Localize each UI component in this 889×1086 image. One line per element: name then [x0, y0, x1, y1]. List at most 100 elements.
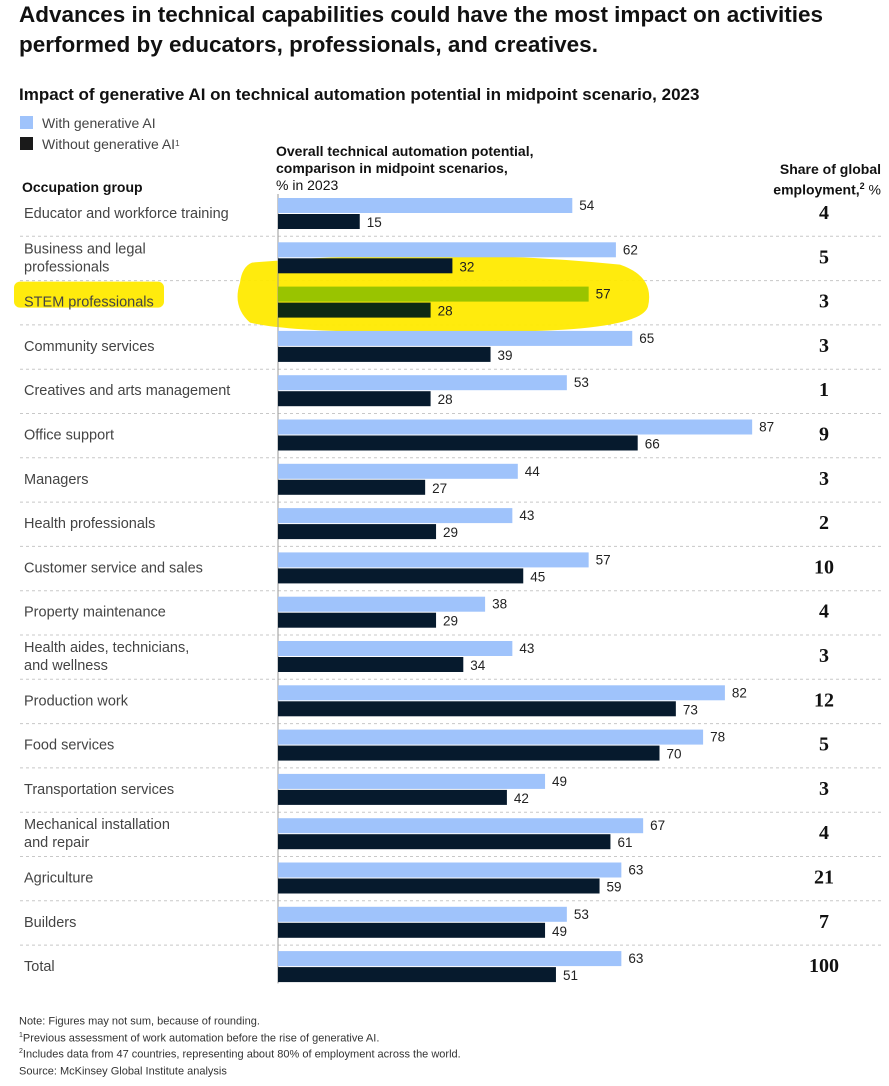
bar-with-ai [278, 906, 567, 922]
bar-with-ai [278, 375, 567, 391]
chart-title: Impact of generative AI on technical aut… [19, 85, 700, 104]
value-label-with-ai: 87 [759, 420, 774, 435]
value-label-without-ai: 39 [498, 348, 513, 363]
bar-without-ai [278, 391, 431, 407]
value-label-without-ai: 45 [530, 569, 545, 584]
bar-without-ai [278, 435, 638, 451]
category-label: Total [24, 959, 55, 975]
value-label-with-ai: 43 [519, 641, 534, 656]
category-label: Managers [24, 472, 88, 488]
value-header-unit: % in 2023 [276, 177, 339, 193]
bar-with-ai [278, 818, 644, 834]
bar-without-ai [278, 612, 437, 628]
bar-with-ai [278, 862, 622, 878]
bar-without-ai [278, 745, 660, 761]
value-label-with-ai: 65 [639, 331, 654, 346]
category-label: Office support [24, 428, 114, 444]
value-label-without-ai: 29 [443, 525, 458, 540]
share-value: 4 [819, 822, 829, 844]
value-label-without-ai: 29 [443, 614, 458, 629]
bar-with-ai [278, 508, 513, 524]
legend-swatch-without-ai [20, 137, 33, 150]
bar-with-ai [278, 330, 633, 346]
footnote-1: 1Previous assessment of work automation … [19, 1031, 380, 1045]
share-value: 3 [819, 335, 829, 357]
bar-without-ai [278, 479, 426, 495]
value-label-without-ai: 34 [470, 658, 486, 673]
bar-without-ai [278, 346, 491, 362]
bar-without-ai [278, 657, 464, 672]
value-label-without-ai: 28 [438, 304, 453, 319]
bar-without-ai [278, 878, 600, 894]
bar-without-ai [278, 789, 507, 805]
value-label-with-ai: 82 [732, 685, 747, 700]
value-header-title: Overall technical automation potential, … [276, 143, 534, 176]
legend-footnote-marker: 1 [175, 139, 180, 148]
bar-without-ai [278, 524, 437, 540]
share-value: 4 [819, 601, 829, 623]
highlighter-mark-label [14, 281, 164, 308]
bar-without-ai [278, 302, 431, 318]
occupation-column-header: Occupation group [22, 179, 143, 195]
bar-without-ai [278, 258, 453, 274]
category-label: professionals [24, 259, 109, 275]
bar-with-ai [278, 773, 546, 789]
share-value: 4 [819, 202, 829, 224]
value-label-without-ai: 42 [514, 791, 529, 806]
share-value: 5 [819, 246, 829, 268]
category-label: Transportation services [24, 782, 174, 798]
chart-headline: Advances in technical capabilities could… [19, 2, 824, 57]
category-label: Creatives and arts management [24, 383, 230, 399]
share-value: 7 [819, 911, 829, 933]
share-value: 21 [814, 867, 834, 889]
value-label-without-ai: 49 [552, 924, 567, 939]
legend: With generative AI Without generative AI… [20, 112, 180, 154]
share-value: 9 [819, 424, 829, 446]
value-label-with-ai: 57 [596, 552, 611, 567]
share-column-header: Share of global employment,2 % [751, 161, 881, 199]
share-header-footnote: 2 [859, 181, 865, 191]
category-label: Business and legal [24, 241, 146, 257]
category-label: Food services [24, 738, 114, 754]
value-label-with-ai: 63 [628, 951, 643, 966]
category-label: Community services [24, 339, 155, 355]
legend-item-without-ai: Without generative AI 1 [20, 133, 180, 154]
value-label-without-ai: 28 [438, 392, 453, 407]
bar-without-ai [278, 568, 524, 584]
share-value: 10 [814, 556, 834, 578]
value-label-with-ai: 43 [519, 508, 534, 523]
footnotes: Note: Figures may not sum, because of ro… [19, 1012, 461, 1079]
value-label-with-ai: 44 [525, 464, 541, 479]
share-value: 3 [819, 778, 829, 800]
value-label-with-ai: 38 [492, 597, 507, 612]
category-label: Customer service and sales [24, 560, 203, 576]
share-value: 1 [819, 379, 829, 401]
value-label-without-ai: 73 [683, 702, 698, 717]
value-label-without-ai: 70 [667, 747, 682, 762]
bar-with-ai [278, 951, 622, 967]
value-label-with-ai: 78 [710, 730, 725, 745]
category-label: Production work [24, 693, 129, 709]
footnote-source: Source: McKinsey Global Institute analys… [19, 1065, 227, 1078]
category-label: Builders [24, 915, 76, 931]
bar-with-ai [278, 552, 589, 568]
value-label-without-ai: 27 [432, 481, 447, 496]
value-label-with-ai: 53 [574, 375, 589, 390]
legend-label-with-ai: With generative AI [42, 114, 156, 131]
value-label-with-ai: 57 [596, 287, 611, 302]
category-label: and wellness [24, 658, 108, 674]
value-label-without-ai: 61 [617, 835, 632, 850]
category-label: and repair [24, 835, 89, 851]
bar-without-ai [278, 214, 360, 229]
value-label-with-ai: 54 [579, 198, 595, 213]
bar-without-ai [278, 701, 676, 717]
category-label: Educator and workforce training [24, 206, 229, 222]
share-value: 12 [814, 689, 834, 711]
bar-with-ai [278, 242, 616, 258]
value-label-with-ai: 67 [650, 818, 665, 833]
bar-with-ai [278, 685, 725, 701]
bar-with-ai [278, 729, 704, 745]
category-label: Health aides, technicians, [24, 640, 189, 656]
category-label: STEM professionals [24, 295, 154, 311]
